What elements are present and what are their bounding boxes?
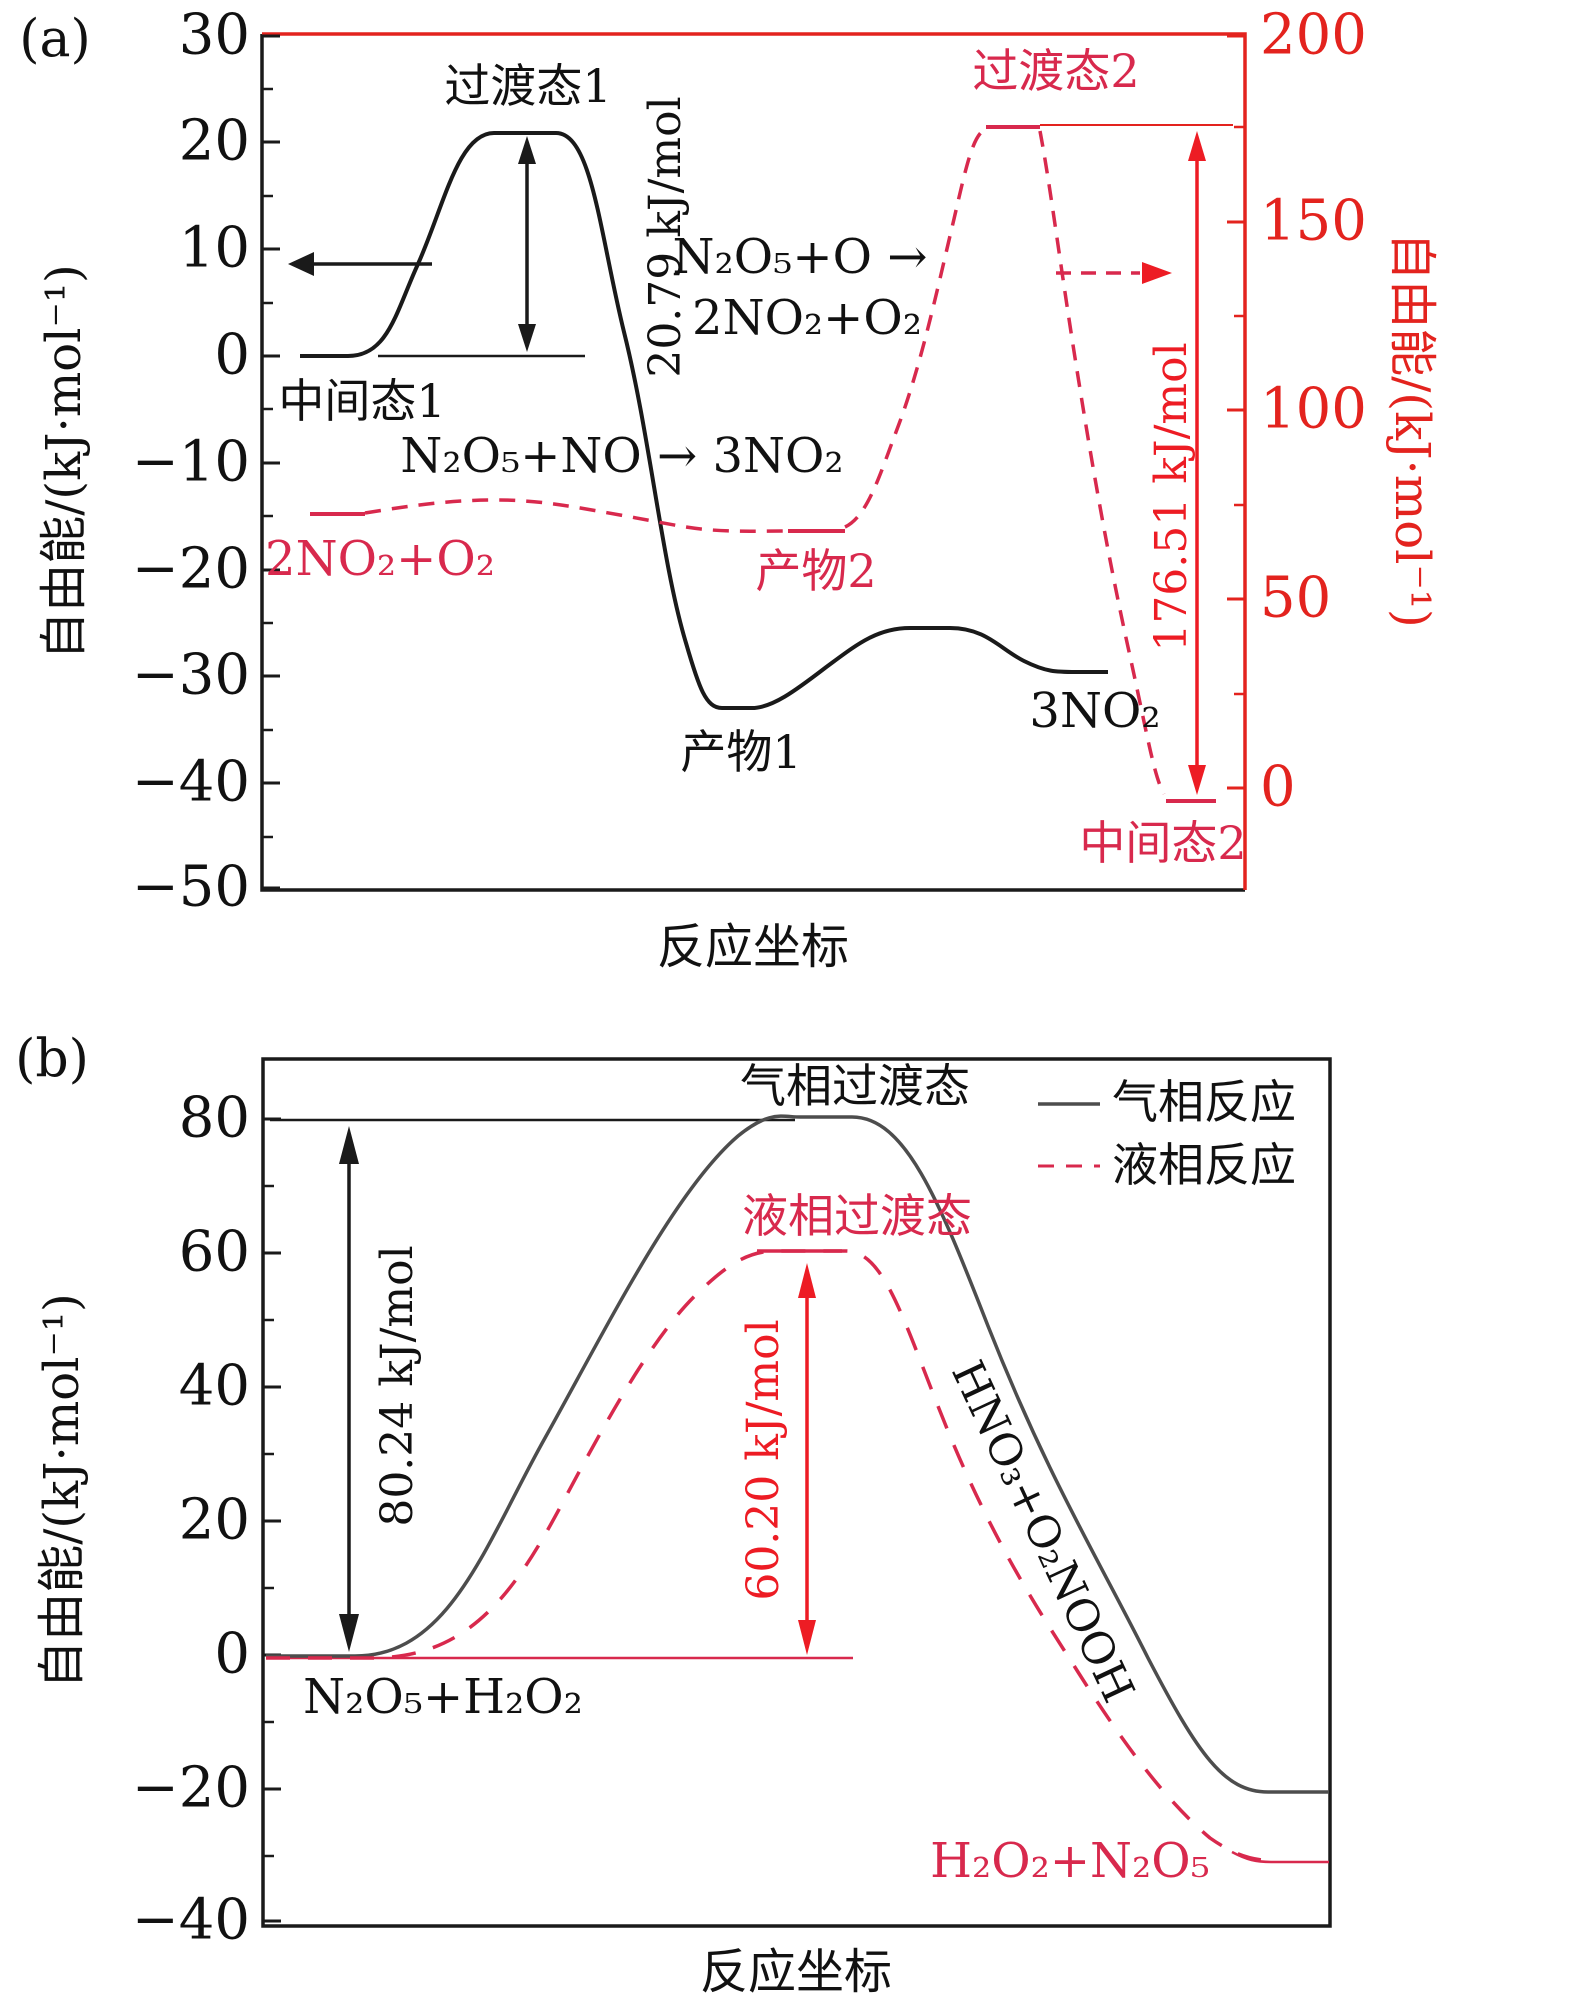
liq-products-label: H₂O₂+N₂O₅: [930, 1832, 1210, 1889]
a-left-tick-20: 20: [178, 108, 250, 174]
a-left-tick-m30: −30: [131, 642, 250, 708]
a-right-tick-50: 50: [1260, 565, 1332, 631]
panel-b-tag: (b): [15, 1029, 89, 1090]
im1-label: 中间态1: [278, 373, 446, 428]
red-dashed-curve-a-seg3: [1038, 130, 1166, 795]
a-left-tick-m20: −20: [131, 536, 250, 602]
red-reaction-equation-line1: N₂O₅+O →: [672, 228, 928, 285]
b-tick-60: 60: [178, 1219, 250, 1285]
barrier1-arrowhead-bottom-icon: [518, 324, 536, 352]
panel-a-frame-red: [262, 32, 1247, 890]
panel-b-frame: [261, 1057, 1332, 1928]
prod1-label: 产物1: [680, 724, 802, 779]
black-reaction-equation: N₂O₅+NO → 3NO₂: [400, 427, 844, 484]
red-dashed-curve-a-seg1: [364, 498, 789, 533]
a-left-tick-m10: −10: [131, 429, 250, 495]
left-axis-pointer-arrowhead-icon: [288, 252, 314, 276]
im2-label: 中间态2: [1079, 815, 1247, 870]
b-tick-20: 20: [178, 1487, 250, 1553]
barrier1-arrowhead-top-icon: [518, 136, 536, 164]
panel-b-minor-ticks: [263, 1184, 274, 1858]
b-reactants-label: N₂O₅+H₂O₂: [303, 1668, 583, 1725]
b-left-axis-title: 自由能/(kJ·mol⁻¹): [33, 1293, 90, 1689]
black-reaction-curve-a: [300, 131, 1108, 710]
panel-a-right-major-ticks: [1227, 34, 1245, 790]
a-left-tick-10: 10: [178, 215, 250, 281]
panel-a-left-major-ticks: [262, 34, 280, 890]
barrier-gas-annotation: 80.24 kJ/mol: [371, 1245, 423, 1527]
a-left-tick-0: 0: [214, 322, 250, 388]
panel-b-major-ticks: [263, 1117, 281, 1923]
red-dashed-curve-a-seg2: [844, 126, 989, 529]
barrier-gas-arrowhead-top-icon: [339, 1126, 359, 1164]
barrier-liq-arrowhead-top-icon: [798, 1263, 816, 1298]
a-right-tick-100: 100: [1260, 376, 1367, 442]
panel-a-frame-black: [260, 34, 1245, 892]
a-right-tick-200: 200: [1260, 2, 1367, 68]
barrier-gas-arrowhead-bottom-icon: [339, 1614, 359, 1652]
panel-a-left-minor-ticks: [262, 87, 273, 839]
a-left-axis-title: 自由能/(kJ·mol⁻¹): [35, 264, 92, 660]
b-tick-0: 0: [214, 1621, 250, 1687]
barrier2-arrowhead-top-icon: [1188, 131, 1206, 161]
barrier2-arrowhead-bottom-icon: [1188, 765, 1206, 795]
liq-ts-label: 液相过渡态: [742, 1188, 972, 1243]
a-right-tick-150: 150: [1260, 188, 1367, 254]
b-x-axis-title: 反应坐标: [699, 1943, 893, 2000]
a-x-axis-title: 反应坐标: [656, 918, 850, 975]
barrier2-annotation: 176.51 kJ/mol: [1145, 342, 1197, 652]
b-tick-40: 40: [178, 1353, 250, 1419]
b-tick-80: 80: [178, 1085, 250, 1151]
ts1-label: 过渡态1: [444, 58, 612, 113]
barrier-liq-arrowhead-bottom-icon: [798, 1620, 816, 1655]
liquid-phase-curve: [266, 1249, 1263, 1862]
a-left-tick-m50: −50: [131, 854, 250, 920]
a-left-tick-m40: −40: [131, 749, 250, 815]
b-tick-m20: −20: [131, 1755, 250, 1821]
three-no2-label: 3NO₂: [1029, 682, 1161, 739]
red-reaction-equation-line2: 2NO₂+O₂: [692, 289, 922, 346]
a-right-axis-title: 自由能/(kJ·mol⁻¹): [1384, 232, 1441, 628]
panel-a-tag: (a): [19, 9, 91, 70]
a-left-tick-30: 30: [178, 2, 250, 68]
legend-liquid-label: 液相反应: [1112, 1137, 1296, 1192]
right-axis-pointer-arrowhead-icon: [1142, 262, 1172, 284]
b-tick-m40: −40: [131, 1887, 250, 1953]
ts2-label: 过渡态2: [972, 43, 1140, 98]
panel-a-right-minor-ticks: [1234, 125, 1245, 696]
a-right-tick-0: 0: [1260, 754, 1296, 820]
red-start-species-label: 2NO₂+O₂: [265, 530, 495, 587]
legend-gas-label: 气相反应: [1112, 1074, 1296, 1129]
prod2-label: 产物2: [755, 543, 877, 598]
barrier-liq-annotation: 60.20 kJ/mol: [737, 1319, 789, 1601]
gas-ts-label: 气相过渡态: [740, 1058, 970, 1113]
liquid-product-end-segment: [1231, 1850, 1329, 1864]
gas-phase-curve: [266, 1114, 1329, 1794]
